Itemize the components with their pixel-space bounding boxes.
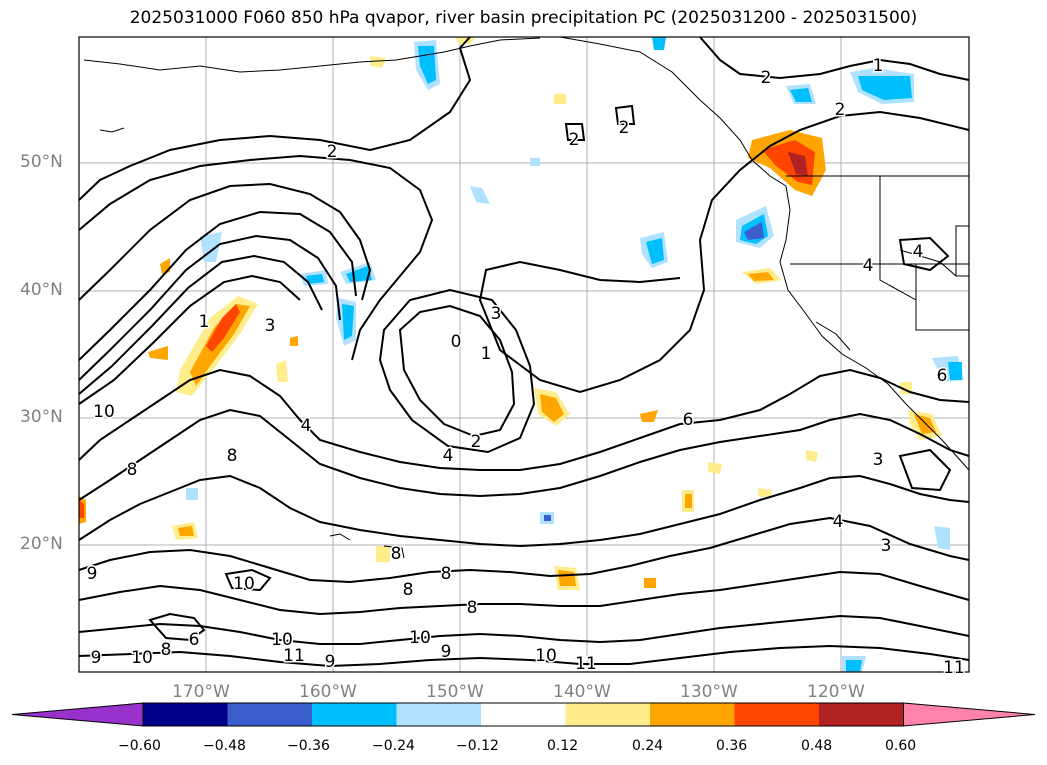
contour-label: 3 [265, 316, 276, 336]
contour-label: 2 [835, 100, 846, 120]
colorbar-extend-min [11, 702, 144, 727]
lon-tick-label: 160°W [299, 682, 357, 702]
contour-label: 10 [131, 648, 153, 668]
contour-label: 8 [227, 446, 238, 466]
colorbar-segment [650, 703, 735, 726]
contour-label: 6 [189, 630, 200, 650]
contour-label: 3 [873, 450, 884, 470]
shaded-anomalies [79, 37, 964, 672]
contour-label: 4 [913, 242, 924, 262]
map-title: 2025031000 F060 850 hPa qvapor, river ba… [129, 8, 918, 28]
colorbar-tick-label: 0.12 [547, 738, 579, 754]
colorbar-segment [734, 703, 819, 726]
colorbar [11, 702, 1036, 727]
qvapor-contours [78, 36, 970, 668]
contour-label: 3 [491, 304, 502, 324]
contour-label: 2 [619, 118, 630, 138]
contour-label: 4 [863, 256, 874, 276]
lon-tick-label: 170°W [172, 682, 230, 702]
contour-label: 1 [199, 312, 210, 332]
contour-label: 10 [409, 628, 431, 648]
contour-label: 8 [467, 598, 478, 618]
contour-label: 8 [161, 640, 172, 660]
lon-tick-label: 120°W [807, 682, 865, 702]
colorbar-tick-label: 0.36 [716, 738, 748, 754]
colorbar-segment [481, 703, 566, 726]
plot-frame [78, 36, 970, 673]
contour-label: 9 [441, 642, 452, 662]
contour-label: 11 [943, 658, 965, 678]
lat-tick-label: 40°N [20, 280, 63, 300]
coastlines [83, 36, 970, 559]
contour-label: 11 [575, 654, 597, 674]
contour-label: 4 [443, 446, 454, 466]
lat-tick-label: 50°N [20, 152, 63, 172]
colorbar-tick-label: −0.48 [203, 738, 246, 754]
colorbar-tick-label: 0.60 [885, 738, 917, 754]
colorbar-segment [819, 703, 904, 726]
contour-label: 9 [87, 564, 98, 584]
contour-label: 3 [881, 536, 892, 556]
contour-label: 2 [471, 432, 482, 452]
contour-label: 10 [271, 630, 293, 650]
contour-label: 1 [481, 344, 492, 364]
contour-label: 10 [535, 646, 557, 666]
colorbar-tick-label: 0.24 [632, 738, 664, 754]
contour-label: 4 [833, 512, 844, 532]
lon-tick-label: 140°W [553, 682, 611, 702]
contour-label: 2 [327, 142, 338, 162]
contour-label: 2 [569, 130, 580, 150]
contour-label: 0 [451, 332, 462, 352]
colorbar-tick-label: −0.12 [456, 738, 499, 754]
colorbar-tick-label: 0.48 [801, 738, 833, 754]
contour-label: 9 [325, 652, 336, 672]
contour-label: 8 [403, 580, 414, 600]
contour-label: 6 [683, 410, 694, 430]
lat-tick-label: 20°N [20, 534, 63, 554]
contour-label: 1 [873, 56, 884, 76]
lon-tick-label: 130°W [680, 682, 738, 702]
colorbar-tick-label: −0.60 [118, 738, 161, 754]
contour-label: 2 [761, 68, 772, 88]
contour-label: 10 [93, 402, 115, 422]
contour-label: 8 [441, 564, 452, 584]
colorbar-segment [227, 703, 312, 726]
colorbar-tick-label: −0.24 [372, 738, 415, 754]
colorbar-segment [312, 703, 397, 726]
contour-label: 8 [391, 544, 402, 564]
contour-label: 10 [233, 574, 255, 594]
contour-label: 9 [91, 648, 102, 668]
lon-tick-label: 150°W [426, 682, 484, 702]
colorbar-segment [396, 703, 481, 726]
colorbar-extend-max [903, 702, 1036, 727]
colorbar-tick-label: −0.36 [287, 738, 330, 754]
contour-label: 11 [283, 646, 305, 666]
lat-tick-label: 30°N [20, 407, 63, 427]
contour-label: 8 [127, 460, 138, 480]
colorbar-segment [565, 703, 650, 726]
contour-label: 4 [301, 416, 312, 436]
contour-label: 6 [937, 366, 948, 386]
colorbar-frame [142, 702, 904, 727]
colorbar-segment [143, 703, 228, 726]
